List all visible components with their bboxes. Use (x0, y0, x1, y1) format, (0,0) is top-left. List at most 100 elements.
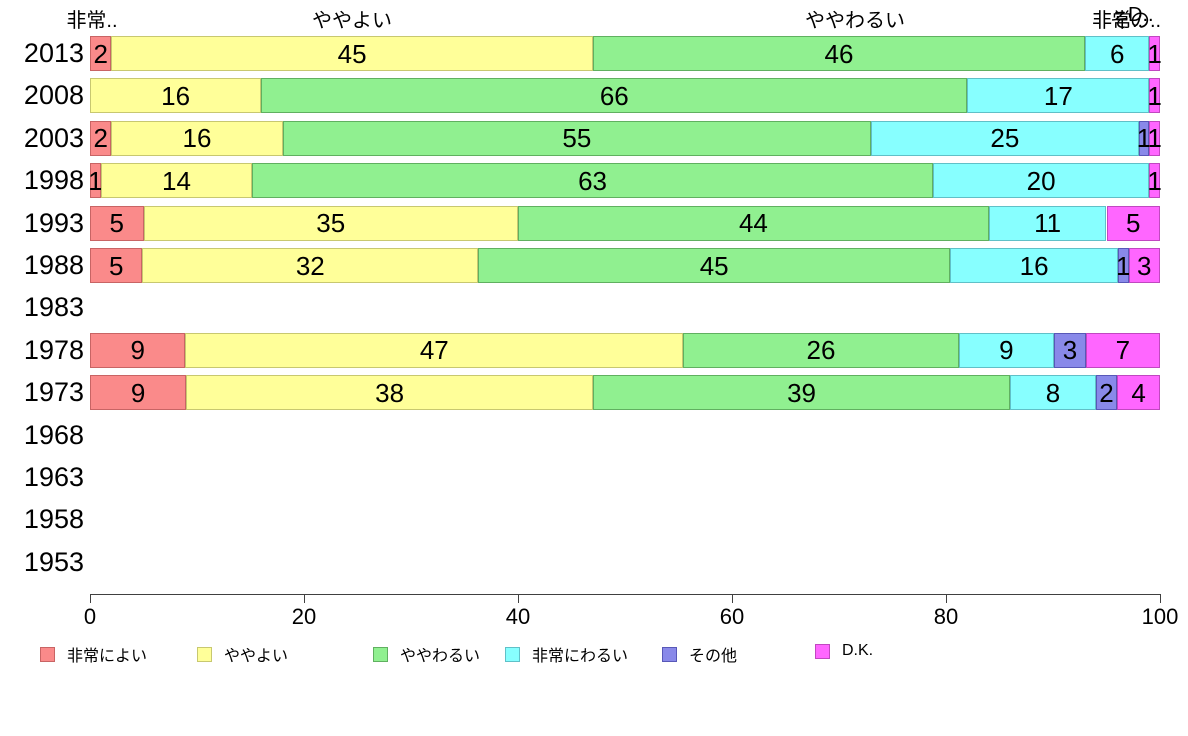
segment-value: 7 (1115, 335, 1131, 366)
segment-value: 14 (161, 165, 191, 196)
segment-value: 16 (161, 80, 191, 111)
bar-segment: 44 (518, 205, 989, 241)
legend-item: 非常によい (40, 642, 147, 666)
bar-segment: 6 (1085, 36, 1150, 71)
segment-value: 1 (1136, 123, 1152, 154)
bar-segment: 14 (100, 163, 253, 199)
column-header: D.. (1128, 4, 1154, 26)
legend-swatch-icon (815, 643, 830, 659)
segment-value: 38 (375, 377, 405, 408)
segment-value: 9 (999, 335, 1014, 366)
bar-segment: 5 (1106, 205, 1160, 241)
bar-segment: 25 (871, 120, 1139, 156)
legend-swatch-icon (505, 646, 520, 662)
x-tick (90, 594, 91, 603)
x-tick (518, 594, 519, 603)
segment-value: 8 (1045, 377, 1061, 408)
segment-value: 46 (824, 38, 854, 69)
segment-value: 3 (1062, 335, 1078, 366)
bar-segment: 45 (111, 36, 593, 71)
bar-segment: 55 (282, 120, 872, 156)
bar-segment: 1 (1116, 248, 1131, 283)
legend-swatch-icon (40, 646, 55, 662)
year-label: 1963 (23, 462, 84, 492)
segment-value: 20 (1026, 165, 1056, 196)
segment-value: 2 (93, 123, 108, 154)
segment-value: 2 (93, 38, 108, 69)
bar-segment: 1 (1147, 120, 1162, 156)
column-header: 非常.. (1092, 10, 1144, 32)
x-tick (732, 594, 733, 603)
segment-value: 9 (130, 335, 145, 366)
x-tick (304, 594, 305, 603)
bar-segment: 47 (185, 332, 684, 368)
segment-value: 4 (1131, 377, 1146, 408)
segment-value: 66 (599, 80, 629, 111)
x-tick (946, 594, 947, 603)
bar-segment: 1 (1147, 163, 1162, 199)
bar-segment: 2 (90, 36, 112, 71)
legend-swatch-icon (197, 646, 212, 662)
year-label: 1978 (23, 334, 84, 365)
year-label: 1988 (23, 250, 84, 280)
bar-segment: 2 (1095, 375, 1118, 411)
segment-value: 16 (1019, 250, 1049, 281)
x-tick-label: 20 (291, 604, 317, 629)
segment-value: 9 (130, 377, 146, 408)
segment-value: 35 (316, 208, 346, 239)
year-label: 1983 (23, 292, 84, 323)
bar-segment: 46 (592, 36, 1086, 71)
legend-label: ややよい (224, 648, 289, 665)
bar-segment: 1 (1147, 36, 1162, 71)
legend-swatch-icon (662, 646, 677, 662)
bar-segment: 63 (252, 163, 934, 199)
column-header: その.. (1110, 10, 1162, 32)
bar-segment: 26 (683, 332, 959, 368)
bar-segment: 32 (142, 248, 479, 283)
bar-segment: 9 (958, 332, 1055, 368)
column-header: ややよい (312, 10, 392, 32)
segment-value: 2 (1099, 377, 1114, 408)
bar-segment: 5 (90, 205, 144, 241)
segment-value: 47 (419, 335, 449, 366)
segment-value: 3 (1137, 250, 1152, 281)
segment-value: 1 (1147, 38, 1162, 69)
legend-label: D.K. (842, 642, 874, 659)
year-label: 2013 (23, 38, 84, 68)
bar-segment: 35 (143, 205, 518, 241)
segment-value: 1 (1147, 80, 1162, 111)
bar-segment: 8 (1010, 375, 1096, 411)
bar-segment: 66 (261, 78, 968, 114)
bar-segment: 2 (90, 120, 112, 156)
bar-segment: 3 (1128, 248, 1160, 283)
bar-segment: 1 (1147, 78, 1162, 114)
legend-item: D.K. (815, 642, 873, 660)
bar-segment: 7 (1085, 332, 1160, 368)
segment-value: 1 (1147, 165, 1162, 196)
bar-segment: 20 (933, 163, 1150, 199)
x-tick-label: 100 (1141, 604, 1179, 629)
bar-segment: 16 (111, 120, 283, 156)
segment-value: 26 (806, 335, 836, 366)
segment-value: 44 (738, 208, 768, 239)
bar-segment: 1 (1136, 120, 1152, 156)
segment-value: 1 (1147, 123, 1162, 154)
segment-value: 1 (88, 165, 103, 196)
segment-value: 6 (1109, 38, 1125, 69)
bar-segment: 17 (967, 78, 1150, 114)
bar-segment: 45 (478, 248, 951, 283)
year-label: 1998 (23, 165, 84, 196)
segment-value: 5 (1126, 208, 1141, 239)
legend-label: 非常によい (67, 648, 148, 665)
legend-label: その他 (689, 648, 738, 665)
bar-segment: 38 (186, 375, 593, 411)
segment-value: 32 (295, 250, 325, 281)
bar-segment: 1 (88, 163, 103, 199)
segment-value: 11 (1034, 208, 1062, 239)
segment-value: 1 (1116, 250, 1131, 281)
x-axis-line (90, 594, 1161, 595)
x-tick-label: 80 (933, 604, 959, 629)
year-label: 1973 (23, 377, 84, 408)
legend-item: ややよい (197, 642, 288, 666)
